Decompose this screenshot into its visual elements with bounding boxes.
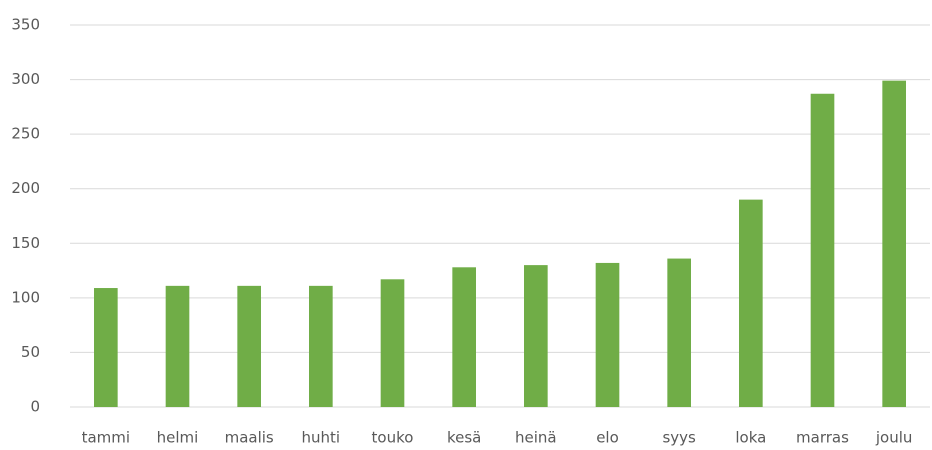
y-tick-label: 200 (11, 179, 40, 197)
bar (882, 80, 906, 408)
x-tick-label: joulu (875, 429, 913, 447)
y-tick-label: 300 (11, 70, 40, 88)
bar (739, 199, 763, 407)
x-tick-label: touko (372, 429, 414, 447)
y-tick-label: 150 (11, 234, 40, 252)
bar (237, 285, 261, 407)
x-tick-label: helmi (157, 429, 199, 447)
bar (94, 288, 118, 407)
bar (667, 258, 691, 407)
bar (810, 93, 835, 407)
x-tick-label: elo (596, 429, 619, 447)
y-tick-label: 350 (11, 16, 40, 34)
bar (309, 285, 333, 407)
y-tick-label: 0 (30, 398, 40, 416)
x-tick-label: tammi (82, 429, 130, 447)
bar (524, 265, 548, 407)
y-tick-label: 250 (11, 125, 40, 143)
x-tick-label: loka (735, 429, 766, 447)
bar (165, 285, 190, 407)
bar (595, 262, 620, 407)
x-tick-label: huhti (302, 429, 341, 447)
y-tick-label: 100 (11, 288, 40, 306)
bar (380, 279, 405, 407)
x-tick-label: maalis (225, 429, 274, 447)
bar (452, 267, 476, 407)
x-tick-label: marras (796, 429, 849, 447)
x-tick-label: heinä (515, 429, 557, 447)
y-tick-label: 50 (21, 343, 40, 361)
x-tick-label: kesä (447, 429, 481, 447)
x-tick-label: syys (662, 429, 696, 447)
